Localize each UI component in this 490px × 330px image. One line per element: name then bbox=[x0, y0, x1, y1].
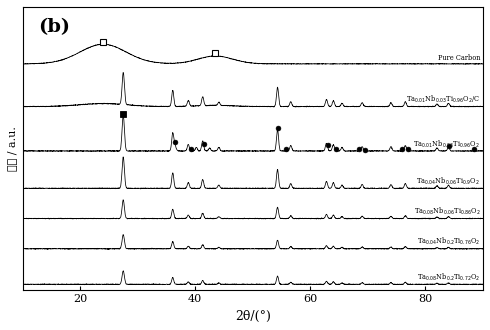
Text: Ta$_{0.04}$Nb$_{0.2}$Ti$_{0.76}$O$_2$: Ta$_{0.04}$Nb$_{0.2}$Ti$_{0.76}$O$_2$ bbox=[417, 236, 480, 247]
Y-axis label: 强度 / a.u.: 强度 / a.u. bbox=[7, 126, 17, 171]
Text: (b): (b) bbox=[39, 18, 71, 36]
Text: Ta$_{0.04}$Nb$_{0.06}$Ti$_{0.9}$O$_2$: Ta$_{0.04}$Nb$_{0.06}$Ti$_{0.9}$O$_2$ bbox=[416, 176, 480, 187]
Text: Ta$_{0.01}$Nb$_{0.03}$Ti$_{0.96}$O$_2$: Ta$_{0.01}$Nb$_{0.03}$Ti$_{0.96}$O$_2$ bbox=[414, 138, 480, 149]
Text: Ta$_{0.08}$Nb$_{0.2}$Ti$_{0.72}$O$_2$: Ta$_{0.08}$Nb$_{0.2}$Ti$_{0.72}$O$_2$ bbox=[417, 272, 480, 283]
Text: Pure Carbon: Pure Carbon bbox=[438, 54, 480, 62]
Text: Ta$_{0.08}$Nb$_{0.06}$Ti$_{0.86}$O$_2$: Ta$_{0.08}$Nb$_{0.06}$Ti$_{0.86}$O$_2$ bbox=[414, 206, 480, 217]
X-axis label: 2θ/(°): 2θ/(°) bbox=[235, 310, 270, 323]
Text: Ta$_{0.01}$Nb$_{0.03}$Ti$_{0.96}$O$_2$/C: Ta$_{0.01}$Nb$_{0.03}$Ti$_{0.96}$O$_2$/C bbox=[406, 94, 480, 105]
